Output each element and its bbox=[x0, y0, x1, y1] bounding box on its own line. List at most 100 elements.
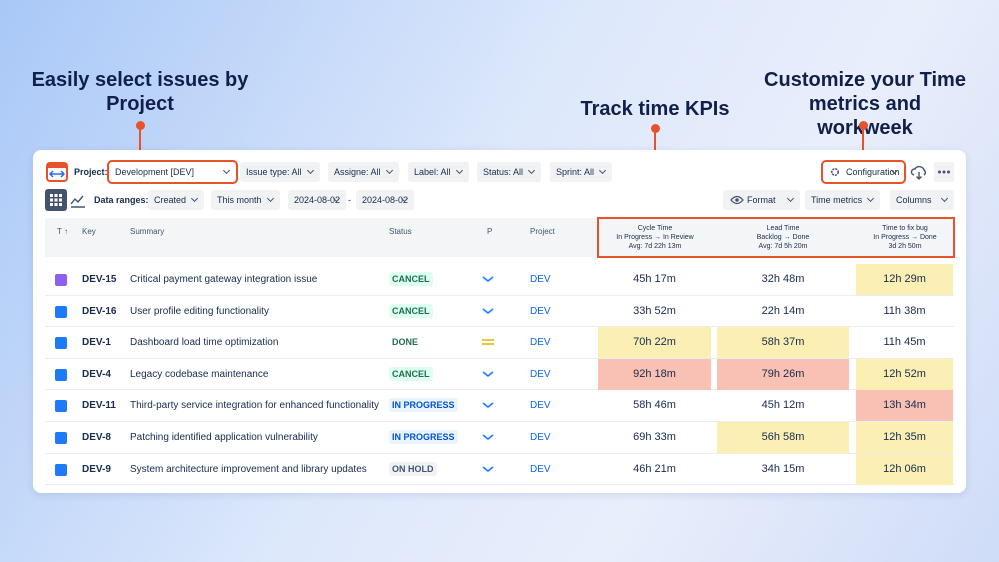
project-select[interactable]: Development [DEV] bbox=[107, 160, 238, 184]
graphic bbox=[59, 194, 62, 197]
metric: 56h 58m bbox=[717, 421, 849, 453]
separator: - bbox=[348, 195, 351, 205]
metric: 58h 46m bbox=[633, 399, 676, 412]
project: DEV bbox=[530, 463, 551, 475]
header: T ↑ bbox=[57, 227, 68, 236]
type-icon bbox=[55, 305, 67, 318]
type-icon bbox=[55, 431, 67, 444]
graphic bbox=[54, 203, 58, 206]
key[interactable]: DEV-1 bbox=[82, 337, 111, 349]
filter[interactable]: Assigne: All bbox=[328, 162, 399, 182]
graphic bbox=[947, 170, 950, 174]
summary: Dashboard load time optimization bbox=[130, 337, 279, 349]
status: ON HOLD bbox=[389, 461, 437, 476]
metric: 69h 33m bbox=[633, 430, 676, 443]
metric-avg: Avg: 7d 5h 20m bbox=[758, 243, 808, 250]
filter[interactable]: Status: All bbox=[477, 162, 542, 182]
header: Summary bbox=[130, 227, 165, 236]
callout-line bbox=[862, 126, 864, 161]
graphic bbox=[916, 172, 922, 180]
configuration-button[interactable]: Configuration bbox=[821, 160, 906, 184]
type-icon bbox=[55, 337, 67, 350]
metric-header: Cycle Time In Progress → In Review Avg: 7d… bbox=[595, 224, 715, 251]
date-from[interactable]: 2024-08-02 bbox=[288, 190, 347, 210]
priority-icon bbox=[482, 465, 494, 472]
graphic bbox=[50, 194, 62, 206]
metric: 45h 17m bbox=[633, 273, 676, 285]
metric-name: Cycle Time bbox=[637, 225, 673, 232]
metric-range: In Progress → In Review bbox=[616, 234, 694, 241]
graphic bbox=[482, 276, 494, 283]
metric-name: Lead Time bbox=[766, 225, 800, 232]
date-to[interactable]: 2024-08-02 bbox=[356, 190, 415, 210]
filter[interactable]: Label: All bbox=[408, 162, 469, 182]
range-period[interactable]: This month bbox=[211, 190, 280, 210]
key[interactable]: DEV-8 bbox=[82, 431, 111, 443]
callout-dot bbox=[859, 121, 868, 130]
metric: 11h 45m bbox=[883, 336, 926, 349]
graphic bbox=[482, 371, 494, 377]
summary: Third-party service integration for enha… bbox=[130, 400, 380, 412]
row: DEV-15 Critical payment gateway integrati… bbox=[45, 264, 954, 296]
grid-view-button[interactable] bbox=[45, 189, 67, 211]
metric: 45h 12m bbox=[761, 399, 805, 412]
status: CANCEL bbox=[389, 272, 433, 286]
metric: 33h 52m bbox=[633, 304, 676, 317]
callout: Easily select issues by Project bbox=[31, 69, 249, 115]
graphic bbox=[942, 170, 946, 174]
key[interactable]: DEV-16 bbox=[82, 305, 117, 317]
cloud-button[interactable] bbox=[910, 163, 928, 181]
key[interactable]: DEV-11 bbox=[82, 400, 116, 412]
more-button[interactable] bbox=[934, 162, 954, 182]
type-icon bbox=[55, 463, 67, 476]
callout-dot bbox=[651, 124, 660, 133]
project: DEV bbox=[530, 305, 551, 317]
project: DEV bbox=[530, 400, 551, 412]
format-button[interactable]: Format bbox=[723, 190, 800, 210]
metric: 12h 06m bbox=[856, 453, 953, 485]
callout: Track time KPIs bbox=[580, 98, 730, 120]
metric: 12h 29m bbox=[856, 264, 953, 295]
calendar-icon bbox=[46, 162, 68, 182]
status: CANCEL bbox=[389, 303, 433, 318]
summary: Patching identified application vulnerab… bbox=[130, 431, 318, 443]
range-field[interactable]: Created bbox=[148, 190, 205, 210]
time-metrics-button[interactable]: Time metrics bbox=[805, 190, 881, 210]
metric: 32h 48m bbox=[761, 273, 805, 285]
graphic bbox=[54, 198, 58, 202]
chart-view-button[interactable] bbox=[70, 192, 86, 208]
metric: 46h 21m bbox=[633, 462, 676, 475]
row: DEV-9 System architecture improvement and… bbox=[45, 453, 954, 486]
graphic bbox=[482, 339, 494, 345]
gear-icon bbox=[830, 167, 840, 177]
filter[interactable]: Sprint: All bbox=[550, 162, 613, 182]
label: Project: bbox=[74, 167, 108, 177]
columns-button[interactable]: Columns bbox=[890, 190, 954, 210]
header: P bbox=[487, 227, 493, 236]
table-body: DEV-15 Critical payment gateway integrati… bbox=[45, 264, 954, 486]
metric-header: Lead Time Backlog → Done Avg: 7d 5h 20m bbox=[723, 224, 843, 251]
filter[interactable]: Issue type: All bbox=[240, 162, 320, 182]
label: Data ranges: bbox=[94, 195, 149, 205]
type-icon bbox=[55, 400, 67, 413]
row: DEV-1 Dashboard load time optimization DON… bbox=[45, 327, 954, 359]
graphic bbox=[482, 465, 494, 472]
summary: User profile editing functionality bbox=[130, 305, 269, 317]
graphic bbox=[70, 195, 85, 208]
graphic bbox=[59, 203, 62, 206]
key[interactable]: DEV-9 bbox=[82, 463, 111, 475]
metric-range: Backlog → Done bbox=[756, 234, 810, 241]
callout: Customize your Time metrics and workweek bbox=[764, 69, 966, 139]
status: CANCEL bbox=[389, 366, 433, 381]
project: DEV bbox=[530, 274, 551, 285]
graphic bbox=[59, 198, 62, 202]
summary: Legacy codebase maintenance bbox=[130, 368, 269, 380]
key[interactable]: DEV-15 bbox=[82, 274, 117, 285]
key[interactable]: DEV-4 bbox=[82, 368, 111, 380]
priority-icon bbox=[482, 307, 494, 314]
graphic bbox=[910, 165, 926, 176]
metric-avg: 3d 2h 50m bbox=[888, 243, 922, 250]
metric-header: Time to fix bug In Progress → Done 3d 2h 5… bbox=[845, 224, 965, 251]
metric-avg: Avg: 7d 22h 13m bbox=[628, 243, 682, 250]
metric-name: Time to fix bug bbox=[882, 225, 928, 232]
